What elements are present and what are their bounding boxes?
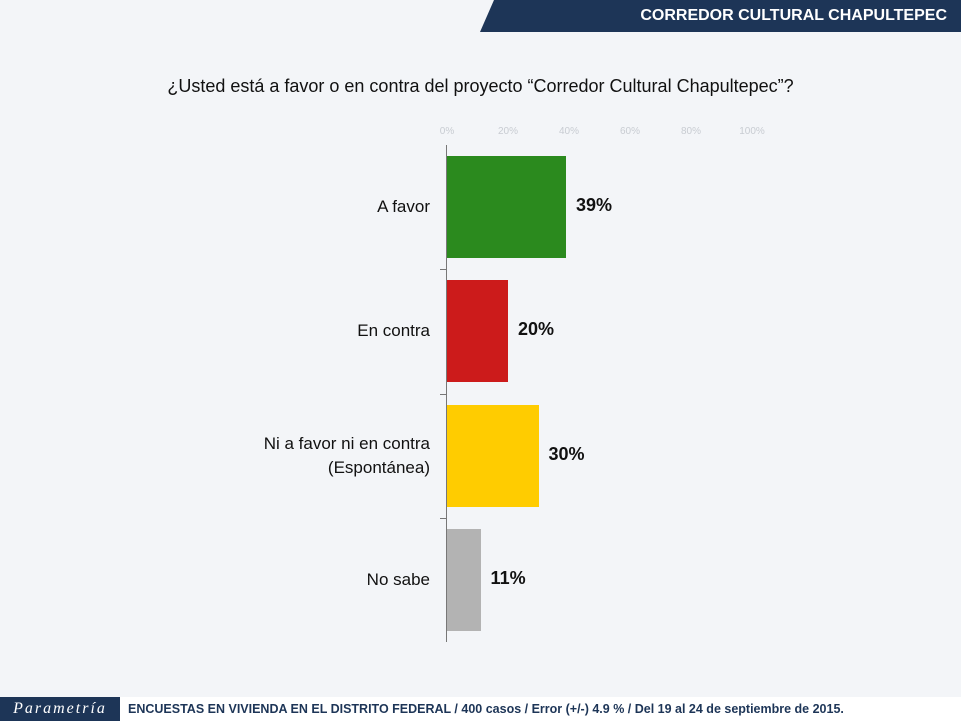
- axis-tick: [440, 269, 447, 271]
- bar: [447, 528, 481, 631]
- bar: [447, 156, 566, 259]
- bar: [447, 404, 539, 507]
- x-tick-label: 40%: [558, 126, 580, 137]
- header-title: CORREDOR CULTURAL CHAPULTEPEC: [640, 7, 947, 24]
- x-tick-label: 60%: [619, 126, 641, 137]
- category-label: En contra: [357, 321, 430, 341]
- value-label: 11%: [490, 567, 526, 588]
- axis-tick: [440, 517, 447, 519]
- category-label: No sabe: [366, 569, 430, 589]
- axis-tick: [440, 393, 447, 395]
- category-label: Ni a favor ni en contra (Espontánea): [263, 433, 430, 477]
- chart-title: ¿Usted está a favor o en contra del proy…: [167, 76, 794, 96]
- value-label: 39%: [575, 195, 612, 216]
- category-label: A favor: [377, 197, 430, 217]
- logo: Parametría: [0, 697, 120, 721]
- x-tick-label: 100%: [739, 126, 765, 137]
- footer-bar: [0, 697, 961, 721]
- value-label: 20%: [518, 319, 555, 340]
- value-label: 30%: [548, 443, 585, 464]
- x-tick-label: 20%: [497, 126, 519, 137]
- x-tick-label: 80%: [680, 126, 702, 137]
- x-tick-label: 0%: [439, 126, 455, 137]
- header-bar: [480, 0, 961, 32]
- footer-note: ENCUESTAS EN VIVIENDA EN EL DISTRITO FED…: [128, 702, 844, 716]
- bar: [447, 280, 508, 383]
